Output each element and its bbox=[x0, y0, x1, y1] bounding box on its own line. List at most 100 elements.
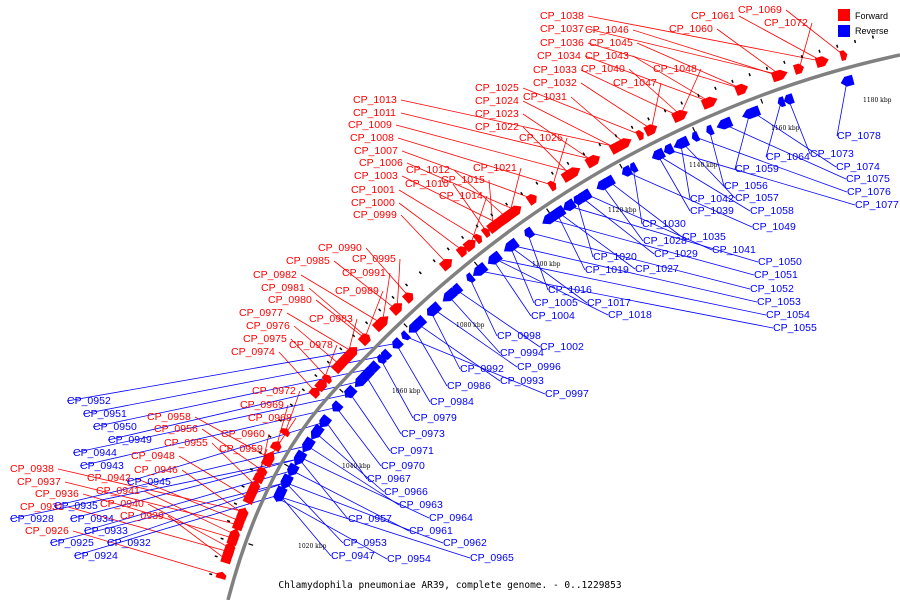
reverse-gene-arrow bbox=[604, 174, 616, 187]
reverse-connector bbox=[586, 194, 713, 251]
reverse-connector bbox=[709, 130, 725, 187]
reverse-gene-label: CP_0951 bbox=[83, 408, 127, 420]
kbp-tick-mark bbox=[760, 98, 764, 104]
forward-connector bbox=[587, 28, 781, 76]
intergenic-marker bbox=[663, 109, 667, 113]
reverse-gene-label: CP_0945 bbox=[127, 476, 171, 488]
forward-gene-arrow bbox=[402, 292, 414, 304]
reverse-connector bbox=[510, 246, 588, 304]
reverse-gene-arrow bbox=[287, 462, 300, 477]
kbp-tick-label: 1100 kbp bbox=[532, 261, 561, 268]
forward-gene-arrow bbox=[525, 194, 537, 206]
forward-gene-arrow bbox=[438, 258, 453, 272]
reverse-gene-label: CP_1018 bbox=[608, 309, 652, 321]
forward-connector bbox=[716, 28, 781, 76]
reverse-gene-label: CP_1075 bbox=[846, 173, 890, 185]
forward-connector bbox=[650, 82, 662, 130]
reverse-connector bbox=[694, 136, 848, 193]
intergenic-marker bbox=[520, 191, 524, 196]
intergenic-marker bbox=[404, 283, 409, 287]
reverse-gene-label: CP_0973 bbox=[401, 428, 445, 440]
forward-gene-label: CP_0983 bbox=[309, 313, 353, 325]
reverse-connector bbox=[529, 232, 751, 290]
forward-gene-label: CP_1001 bbox=[351, 184, 395, 196]
intergenic-marker bbox=[748, 73, 751, 77]
forward-gene-arrow bbox=[793, 63, 804, 75]
forward-gene-arrow bbox=[314, 379, 327, 393]
reverse-gene-arrow bbox=[747, 105, 762, 118]
intergenic-marker bbox=[731, 79, 734, 84]
reverse-connector bbox=[680, 143, 691, 200]
reverse-gene-arrow bbox=[380, 348, 393, 360]
intergenic-marker bbox=[490, 213, 494, 217]
reverse-gene-label: CP_0932 bbox=[107, 537, 151, 549]
reverse-connector bbox=[626, 171, 753, 228]
forward-connector bbox=[552, 137, 568, 186]
forward-connector bbox=[400, 112, 595, 161]
intergenic-marker bbox=[364, 321, 369, 325]
forward-gene-label: CP_1024 bbox=[475, 95, 519, 107]
reverse-gene-label: CP_1016 bbox=[548, 284, 592, 296]
forward-connector bbox=[401, 150, 533, 200]
reverse-connector bbox=[324, 420, 368, 480]
gene-labels: CP_0938CP_0937CP_0936CP_0931CP_0926CP_09… bbox=[10, 4, 899, 565]
forward-gene-arrow bbox=[472, 233, 483, 245]
reverse-gene-label: CP_1051 bbox=[754, 269, 798, 281]
forward-connector bbox=[522, 87, 641, 136]
forward-gene-label: CP_0985 bbox=[286, 255, 330, 267]
reverse-gene-arrow bbox=[840, 74, 855, 87]
forward-gene-label: CP_0975 bbox=[243, 333, 287, 345]
reverse-connector bbox=[291, 470, 410, 532]
reverse-gene-label: CP_1042 bbox=[690, 193, 734, 205]
reverse-gene-label: CP_0925 bbox=[50, 537, 94, 549]
reverse-gene-label: CP_1035 bbox=[682, 231, 726, 243]
reverse-gene-arrow bbox=[466, 272, 476, 283]
reverse-connector bbox=[66, 342, 398, 402]
kbp-tick-label: 1180 kbp bbox=[863, 97, 892, 104]
reverse-connector bbox=[509, 246, 535, 304]
reverse-gene-label: CP_0947 bbox=[331, 550, 375, 562]
forward-gene-label: CP_1014 bbox=[439, 190, 483, 202]
reverse-connector bbox=[734, 113, 750, 170]
forward-gene-arrow bbox=[321, 374, 332, 385]
reverse-connector bbox=[568, 205, 759, 263]
forward-gene-label: CP_0989 bbox=[335, 285, 379, 297]
intergenic-marker bbox=[249, 468, 254, 471]
forward-gene-label: CP_1072 bbox=[764, 17, 808, 29]
intergenic-marker bbox=[432, 259, 436, 263]
forward-connector bbox=[398, 189, 479, 239]
reverse-connector bbox=[413, 327, 448, 387]
genome-backbone-arc bbox=[226, 53, 900, 600]
forward-connector bbox=[452, 183, 487, 233]
forward-gene-label: CP_1036 bbox=[540, 37, 584, 49]
reverse-gene-arrow bbox=[452, 282, 464, 295]
intergenic-marker bbox=[783, 60, 786, 65]
reverse-gene-label: CP_1017 bbox=[587, 297, 631, 309]
reverse-gene-arrow bbox=[392, 337, 404, 349]
forward-gene-label: CP_0995 bbox=[352, 253, 396, 265]
forward-connector bbox=[167, 515, 227, 560]
reverse-connector bbox=[469, 278, 498, 337]
intergenic-marker bbox=[582, 152, 586, 156]
forward-gene-arrow bbox=[560, 169, 577, 183]
forward-connector bbox=[522, 100, 616, 149]
reverse-gene-arrow bbox=[273, 491, 285, 500]
forward-gene-arrow bbox=[220, 556, 232, 565]
reverse-gene-label: CP_0949 bbox=[108, 434, 152, 446]
intergenic-marker bbox=[378, 308, 382, 312]
forward-gene-arrow bbox=[500, 210, 516, 224]
intergenic-marker bbox=[680, 101, 684, 105]
reverse-connector bbox=[404, 335, 546, 395]
reverse-connector bbox=[558, 212, 636, 270]
forward-connector bbox=[509, 167, 522, 216]
forward-connector bbox=[285, 390, 301, 432]
forward-gene-label: CP_0948 bbox=[131, 450, 175, 462]
forward-gene-label: CP_0946 bbox=[134, 464, 178, 476]
reverse-connector bbox=[315, 432, 385, 493]
reverse-gene-arrow bbox=[554, 205, 566, 218]
intergenic-marker bbox=[226, 519, 231, 523]
reverse-gene-label: CP_0928 bbox=[10, 513, 54, 525]
reverse-gene-arrow bbox=[563, 198, 577, 211]
intergenic-marker bbox=[697, 93, 700, 98]
forward-gene-label: CP_1033 bbox=[533, 64, 577, 76]
